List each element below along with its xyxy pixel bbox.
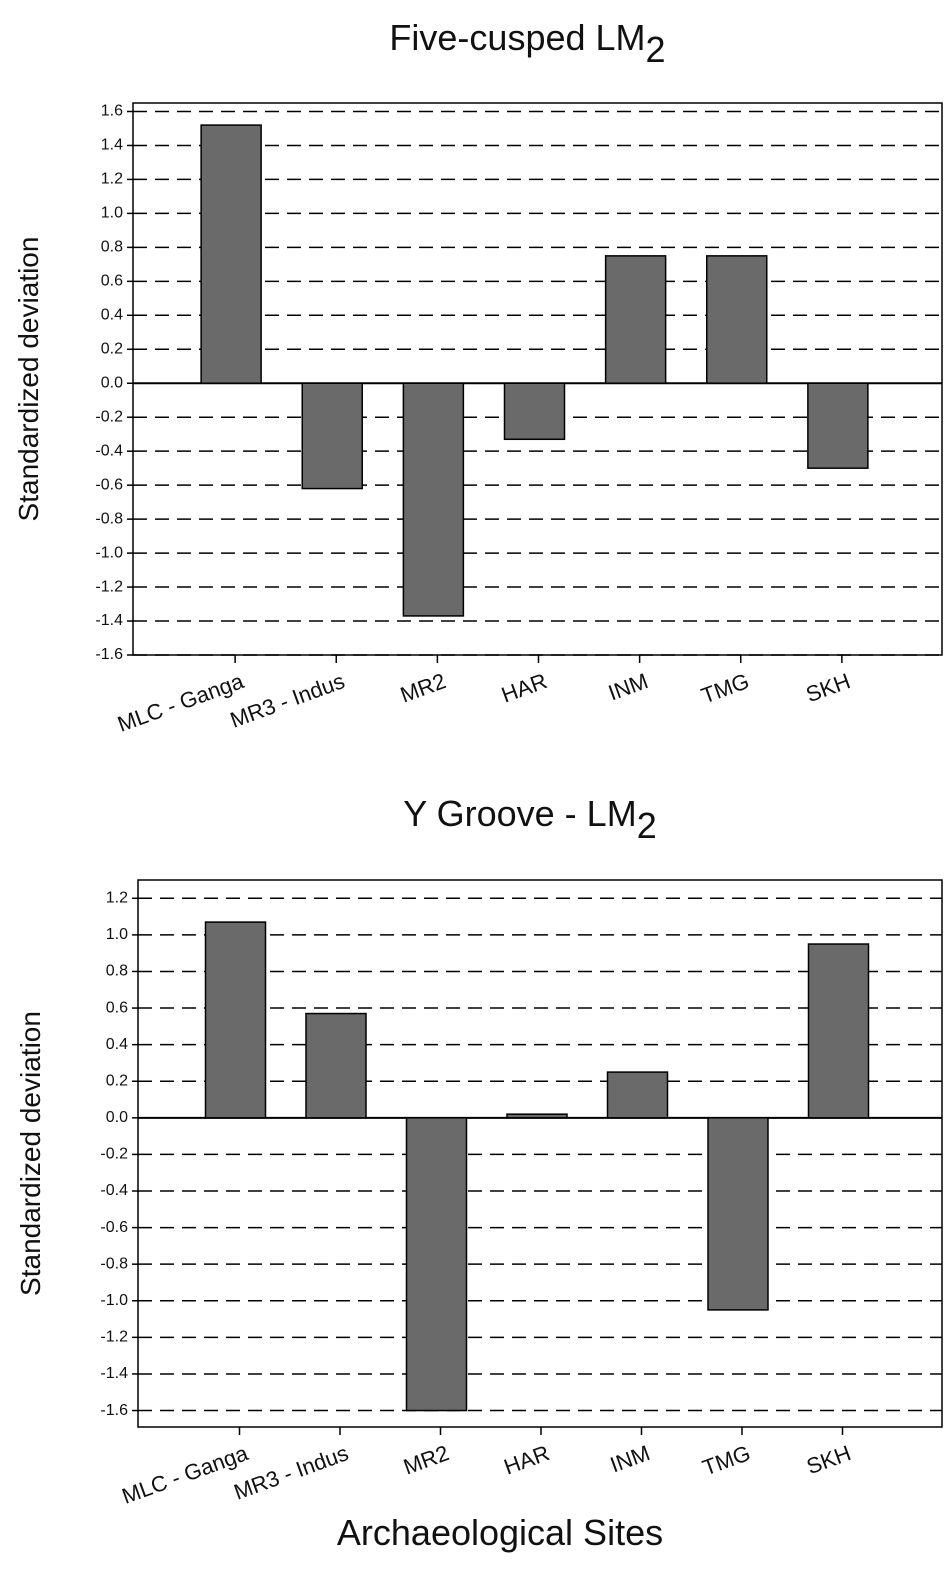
y-tick-label: -0.4 [95,442,123,459]
bar [606,1071,669,1119]
bar [706,255,768,384]
y-axis-label: Standardized deviation [13,237,44,522]
x-tick-label: MLC - Ganga [119,1440,252,1509]
bar [807,382,869,469]
x-tick-label: SKH [803,668,854,707]
y-tick-label: 1.2 [106,890,128,907]
y-tick-label: 0.4 [106,1036,128,1053]
y-tick-label: -1.4 [95,612,123,629]
bar [506,1113,568,1119]
y-tick-label: 1.0 [101,205,123,222]
bar [305,1012,367,1119]
x-tick-label: INM [607,1440,653,1477]
title-text: Y Groove - LM [403,793,636,834]
y-tick-label: -0.2 [100,1146,128,1163]
x-tick-label: INM [605,668,651,705]
y-tick-label: 0.6 [106,999,128,1016]
title-text: Five-cusped LM [389,17,645,58]
y-tick-label: -1.0 [95,544,123,561]
x-axis-label: Archaeological Sites [337,1512,663,1553]
y-tick-label: 0.8 [106,963,128,980]
y-tick-label: -1.2 [95,578,123,595]
y-tick-label: -0.6 [95,476,123,493]
plot-frame [137,879,943,1428]
title-subscript: 2 [646,29,666,70]
y-tick-label: -0.2 [95,408,123,425]
bar [604,255,667,384]
x-tick-label: MLC - Ganga [114,668,247,737]
bar [402,382,465,617]
x-tick-label: HAR [498,668,550,707]
title-subscript: 2 [637,805,657,846]
x-tick-label: TMG [699,1440,753,1480]
x-tick-label: HAR [501,1440,553,1479]
y-axis-label: Standardized deviation [15,1011,46,1296]
y-tick-label: 1.4 [101,137,123,154]
y-tick-label: 1.6 [101,103,123,120]
y-tick-label: 0.0 [101,374,123,391]
x-tick-label: MR2 [400,1440,452,1479]
chart-title: Y Groove - LM2 [403,793,656,846]
y-tick-label: -0.8 [100,1255,128,1272]
y-tick-label: 0.2 [101,340,123,357]
y-tick-label: -1.4 [100,1365,128,1382]
x-tick-label: MR3 - Indus [227,668,348,732]
bar [200,124,262,384]
bar [204,921,267,1119]
x-tick-label: MR3 - Indus [231,1440,352,1504]
x-tick-label: MR2 [397,668,449,707]
y-tick-label: -0.4 [100,1182,128,1199]
y-tick-label: 0.0 [106,1109,128,1126]
y-tick-label: -1.6 [95,646,123,663]
bar [405,1117,468,1412]
y-tick-label: -0.8 [95,510,123,527]
x-tick-label: SKH [803,1440,854,1479]
y-tick-label: 1.0 [106,926,128,943]
y-tick-label: 1.2 [101,171,123,188]
bar [503,382,566,441]
y-tick-label: 0.2 [106,1072,128,1089]
y-tick-label: -1.2 [100,1329,128,1346]
y-tick-label: 0.8 [101,239,123,256]
x-tick-label: TMG [698,668,752,708]
chart-title: Five-cusped LM2 [389,17,665,70]
bar [807,943,870,1119]
bar [301,382,363,490]
y-tick-label: -0.6 [100,1219,128,1236]
y-tick-label: -1.0 [100,1292,128,1309]
y-tick-label: 0.6 [101,273,123,290]
bar [707,1117,769,1311]
y-tick-label: 0.4 [101,307,123,324]
y-tick-label: -1.6 [100,1402,128,1419]
